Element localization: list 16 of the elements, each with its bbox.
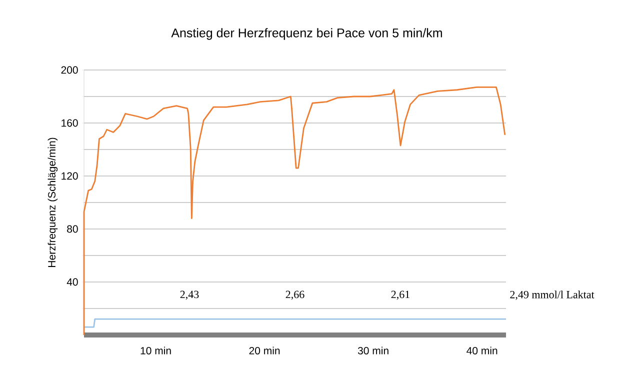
annotation: 2,61 — [391, 290, 410, 300]
y-axis-title: Herzfrequenz (Schläge/min) — [48, 138, 58, 267]
y-tick-label: 80 — [67, 225, 78, 233]
line-series — [83, 86, 506, 336]
x-tick-label: 10 min — [140, 346, 171, 354]
x-tick-label: 20 min — [249, 346, 280, 354]
chart-title: Anstieg der Herzfrequenz bei Pace von 5 min/km — [171, 28, 442, 40]
y-tick-label: 40 — [66, 278, 78, 286]
annotation: 2,43 — [180, 290, 199, 300]
y-tick-label: 200 — [61, 66, 78, 74]
y-tick-label: 160 — [62, 119, 78, 127]
x-tick-label: 40 min — [466, 346, 498, 354]
x-tick-label: 30 min — [358, 346, 388, 354]
y-tick-label: 120 — [62, 172, 78, 180]
annotation: 2,66 — [286, 290, 304, 300]
text: 2,49 mmol/l Laktat — [510, 290, 594, 300]
